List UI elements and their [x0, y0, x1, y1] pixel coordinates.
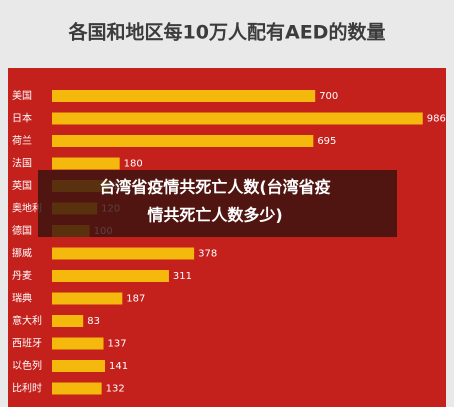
value-label: 141 [109, 361, 128, 372]
bar [52, 382, 102, 395]
bar [52, 90, 316, 102]
overlay-box [38, 170, 397, 237]
bar [52, 315, 84, 327]
category-label: 美国 [12, 89, 32, 102]
category-label: 日本 [12, 112, 32, 125]
category-label: 英国 [12, 179, 32, 192]
value-label: 180 [124, 159, 143, 170]
bar [52, 112, 423, 125]
category-label: 比利时 [12, 383, 42, 395]
value-label: 132 [106, 384, 125, 395]
category-label: 意大利 [12, 314, 42, 327]
chart-title: 各国和地区每10万人配有AED的数量 [68, 21, 386, 44]
overlay-caption: 情共死亡人数多少) [147, 206, 282, 225]
value-label: 137 [108, 339, 127, 350]
category-label: 丹麦 [12, 270, 32, 282]
bar [52, 270, 169, 282]
bar [52, 292, 123, 305]
bar [52, 247, 195, 260]
category-label: 瑞典 [12, 292, 32, 305]
value-label: 986 [427, 114, 446, 125]
category-label: 挪威 [12, 247, 32, 260]
value-label: 378 [198, 249, 217, 260]
overlay-caption: 台湾省疫情共死亡人数(台湾省疫 [99, 178, 330, 197]
bar [52, 157, 120, 170]
value-label: 695 [317, 136, 336, 147]
category-label: 荷兰 [12, 134, 32, 147]
category-label: 以色列 [12, 359, 42, 372]
category-label: 德国 [12, 224, 32, 237]
category-label: 奥地利 [12, 202, 42, 215]
bar [52, 337, 104, 350]
bar [52, 360, 106, 372]
category-label: 西班牙 [12, 338, 42, 350]
value-label: 83 [87, 316, 100, 327]
category-label: 法国 [12, 157, 32, 170]
value-label: 700 [319, 91, 338, 102]
value-label: 187 [126, 294, 145, 305]
value-label: 311 [173, 271, 192, 282]
bar [52, 135, 314, 147]
